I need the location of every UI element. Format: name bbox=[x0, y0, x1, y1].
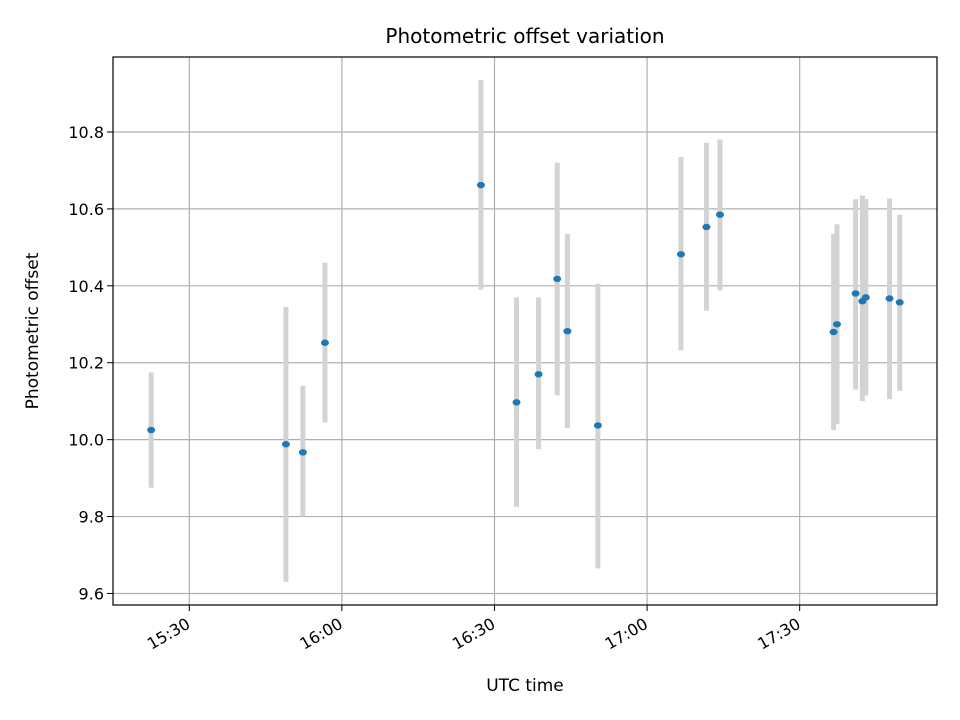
data-point bbox=[715, 211, 724, 218]
y-tick-label: 9.6 bbox=[79, 584, 104, 603]
x-axis-label: UTC time bbox=[486, 676, 564, 696]
data-point bbox=[534, 371, 543, 378]
data-point bbox=[861, 294, 870, 301]
x-axis: 15:30 16:00 16:30 17:00 17:30 bbox=[144, 605, 804, 654]
x-tick-label: 17:30 bbox=[754, 614, 803, 654]
x-tick-label: 17:00 bbox=[602, 614, 651, 654]
chart-title: Photometric offset variation bbox=[385, 24, 664, 48]
y-axis: 9.6 9.8 10.0 10.2 10.4 10.6 10.8 bbox=[68, 123, 113, 603]
data-point bbox=[832, 321, 841, 328]
data-point bbox=[553, 275, 562, 283]
data-point bbox=[320, 339, 329, 346]
data-point bbox=[563, 327, 572, 335]
data-point bbox=[147, 426, 156, 434]
plot-area bbox=[113, 57, 937, 605]
data-point bbox=[895, 299, 904, 306]
y-tick-label: 10.8 bbox=[68, 123, 104, 142]
y-tick-label: 10.4 bbox=[68, 277, 104, 296]
y-tick-label: 10.6 bbox=[68, 200, 104, 219]
data-point bbox=[676, 251, 685, 258]
data-point bbox=[512, 399, 521, 406]
data-point bbox=[281, 441, 290, 448]
data-point bbox=[298, 449, 307, 456]
data-point bbox=[593, 422, 602, 429]
y-tick-label: 10.2 bbox=[68, 354, 104, 373]
x-tick-label: 16:30 bbox=[449, 614, 498, 654]
plot-frame bbox=[112, 56, 938, 606]
y-tick-label: 9.8 bbox=[79, 508, 104, 527]
data-points bbox=[147, 181, 904, 456]
x-tick-label: 16:00 bbox=[296, 614, 345, 654]
y-tick-label: 10.0 bbox=[68, 431, 104, 450]
data-point bbox=[885, 295, 894, 302]
grid bbox=[113, 57, 937, 605]
y-axis-label: Photometric offset bbox=[23, 252, 43, 409]
data-point bbox=[851, 290, 860, 297]
data-point bbox=[702, 223, 711, 231]
x-tick-label: 15:30 bbox=[144, 614, 193, 654]
data-point bbox=[476, 181, 485, 189]
data-point bbox=[829, 328, 838, 336]
